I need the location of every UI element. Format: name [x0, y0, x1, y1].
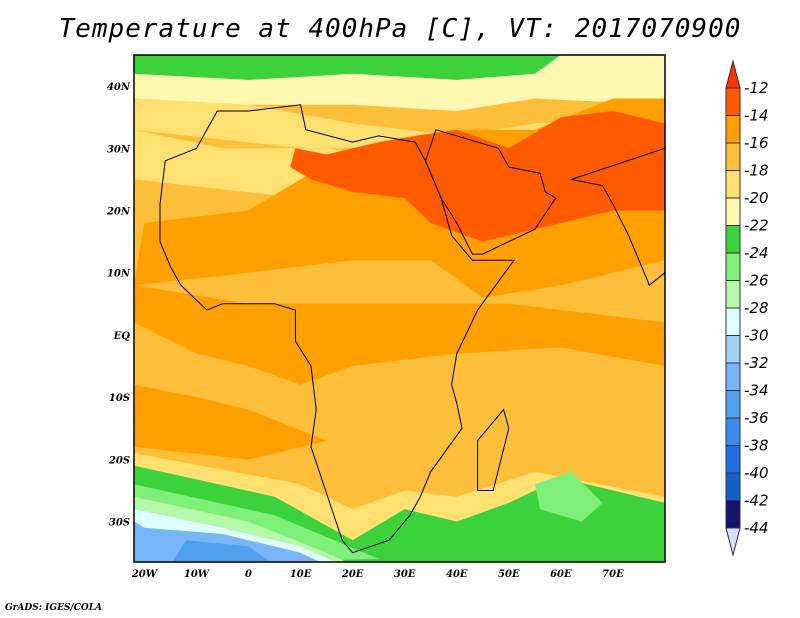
madagascar-coastline	[477, 408, 510, 491]
x-tick-label: 30E	[394, 569, 416, 580]
y-tick-label: 30S	[109, 518, 130, 529]
colorbar-label: -12	[744, 79, 769, 97]
colorbar-box	[725, 500, 741, 529]
y-tick-label: EQ	[113, 331, 131, 342]
colorbar-box	[725, 280, 741, 309]
y-tick-label: 10S	[109, 393, 130, 404]
colorbar-label: -18	[744, 162, 769, 180]
colorbar-box	[725, 445, 741, 474]
colorbar-label: -24	[744, 244, 769, 262]
y-tick-label: 20S	[108, 455, 130, 466]
colorbar-box	[725, 115, 741, 144]
shaded-field	[134, 55, 665, 562]
x-tick-label: 70E	[602, 569, 624, 580]
map-frame	[133, 54, 666, 563]
colorbar-label: -16	[744, 134, 769, 152]
field-minus14-16-c	[134, 384, 327, 460]
colorbar-under-arrow	[725, 527, 741, 557]
colorbar-label: -36	[744, 409, 769, 427]
colorbar-box	[725, 170, 741, 199]
y-tick-label: 10N	[107, 269, 131, 280]
colorbar-over-arrow	[725, 59, 741, 89]
x-tick-label: 20W	[131, 569, 159, 580]
x-tick-label: 50E	[498, 569, 520, 580]
colorbar-label: -30	[744, 327, 769, 345]
colorbar-box	[725, 225, 741, 254]
y-tick-label: 20N	[106, 207, 131, 218]
y-tick-label: 40N	[107, 82, 131, 93]
colorbar-label: -20	[744, 189, 769, 207]
x-tick-label: 60E	[550, 569, 572, 580]
colorbar-label: -26	[744, 272, 769, 290]
colorbar-box	[725, 142, 741, 171]
colorbar-box	[725, 197, 741, 226]
colorbar-label: -32	[744, 354, 769, 372]
colorbar-label: -38	[744, 437, 769, 455]
arabia-coastline	[424, 129, 557, 255]
grads-credit: GrADS: IGES/COLA	[5, 603, 103, 613]
colorbar-box	[725, 362, 741, 391]
field-minus22-24	[134, 55, 561, 80]
colorbar-label: -42	[744, 492, 769, 510]
plot-title: Temperature at 400hPa [C], VT: 201707090…	[58, 14, 742, 44]
y-tick-label: 30N	[107, 144, 131, 155]
colorbar-box	[725, 87, 741, 116]
africa-coastline	[159, 104, 515, 554]
x-tick-label: 40E	[446, 569, 468, 580]
field-minus12-14	[290, 111, 665, 242]
x-tick-label: 0	[245, 569, 252, 580]
colorbar-label: -34	[744, 382, 769, 400]
colorbar-box	[725, 307, 741, 336]
colorbar-label: -14	[744, 107, 769, 125]
colorbar-box	[725, 417, 741, 446]
field-minus24-26-s2	[534, 471, 603, 522]
colorbar-box	[725, 335, 741, 364]
field-minus14-16-b	[134, 285, 665, 385]
colorbar-label: -44	[744, 519, 769, 537]
colorbar-label: -22	[744, 217, 769, 235]
field-minus34-36	[172, 540, 271, 562]
colorbar-box	[725, 252, 741, 281]
x-tick-label: 10W	[184, 569, 211, 580]
colorbar-label: -28	[744, 299, 769, 317]
colorbar-label: -40	[744, 464, 769, 482]
colorbar-box	[725, 472, 741, 501]
colorbar-box	[725, 390, 741, 419]
x-tick-label: 20E	[341, 569, 364, 580]
x-tick-label: 10E	[290, 569, 312, 580]
